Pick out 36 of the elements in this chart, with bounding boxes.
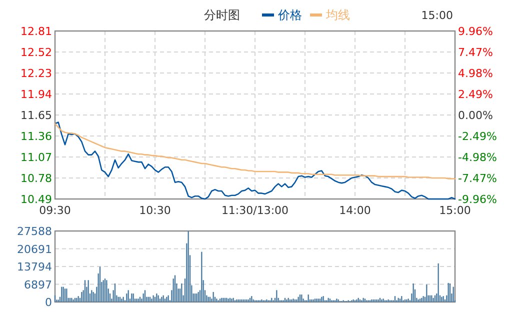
y-tick-label: 10.78 — [20, 172, 52, 185]
line-series — [54, 123, 456, 180]
y-tick-label: 10.49 — [20, 193, 52, 206]
legend-item: 价格 — [262, 8, 302, 22]
legend-item: 均线 — [310, 8, 350, 22]
legend-label: 价格 — [277, 8, 302, 22]
y2-tick-label: -2.49% — [458, 130, 497, 143]
y2-tick-label: -4.98% — [458, 151, 497, 164]
y2-tick-label: 7.47% — [458, 46, 493, 59]
y-tick-label: 11.07 — [20, 151, 52, 164]
legend-label: 均线 — [325, 8, 350, 22]
y-tick-label: 12.81 — [20, 25, 52, 38]
x-tick-label: 11:30/13:00 — [221, 204, 289, 217]
y-tick-label: 12.23 — [20, 67, 52, 80]
y-tick-label: 11.94 — [20, 88, 52, 101]
text: 15:00 — [421, 9, 453, 22]
y2-tick-label: 4.98% — [458, 67, 493, 80]
x-tick-label: 14:00 — [339, 204, 371, 217]
y-tick-label: 0 — [45, 296, 52, 309]
y2-tick-label: 2.49% — [458, 88, 493, 101]
y-tick-label: 27588 — [17, 225, 52, 238]
y-tick-label: 11.36 — [20, 130, 52, 143]
y-tick-label: 13794 — [17, 260, 52, 274]
y-tick-label: 12.52 — [20, 46, 52, 59]
x-tick-label: 15:00 — [439, 204, 471, 217]
y2-tick-label: -9.96% — [458, 193, 497, 206]
y2-tick-label: 0.00% — [458, 109, 493, 122]
y2-tick-label: -7.47% — [458, 172, 497, 185]
x-tick-label: 09:30 — [39, 204, 71, 217]
line-series — [54, 122, 456, 200]
y-tick-label: 6897 — [24, 278, 52, 292]
chart-title: 分时图 — [204, 8, 240, 22]
x-tick-label: 10:30 — [139, 204, 171, 217]
y2-tick-label: 9.96% — [458, 25, 493, 38]
y-tick-label: 11.65 — [20, 109, 52, 122]
y-tick-label: 20691 — [17, 242, 52, 256]
